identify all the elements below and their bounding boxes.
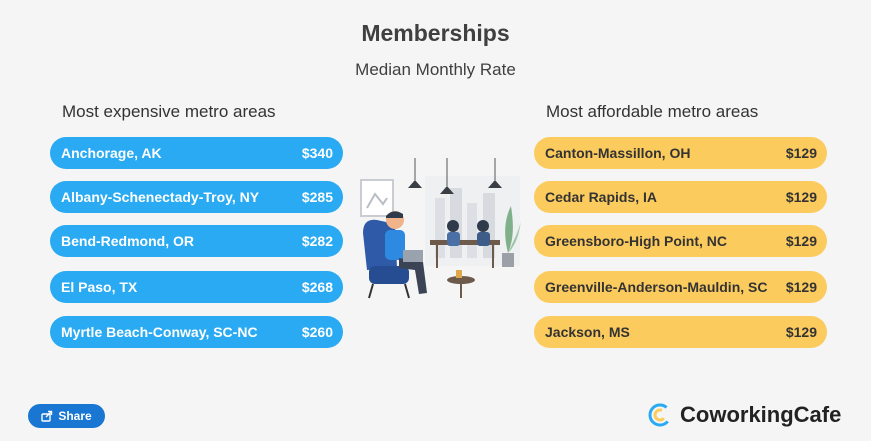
metro-row: Canton-Massillon, OH $129 (534, 137, 827, 169)
chart-subtitle: Median Monthly Rate (355, 60, 516, 79)
metro-name: Greensboro-High Point, NC (545, 233, 727, 249)
metro-row: Jackson, MS $129 (534, 316, 827, 348)
share-label: Share (58, 409, 92, 423)
share-icon (41, 410, 53, 422)
metro-rate: $340 (301, 145, 333, 161)
brand: CoworkingCafe (648, 402, 841, 428)
metro-name: Jackson, MS (545, 324, 630, 340)
metro-rate: $129 (785, 279, 817, 295)
metro-row: Anchorage, AK $340 (50, 137, 343, 169)
affordable-heading: Most affordable metro areas (546, 102, 759, 121)
metro-name: Albany-Schenectady-Troy, NY (61, 189, 260, 205)
brand-name: CoworkingCafe (680, 402, 842, 427)
metro-name: Canton-Massillon, OH (545, 145, 691, 161)
metro-name: Cedar Rapids, IA (545, 189, 658, 205)
share-button[interactable]: Share (28, 404, 105, 428)
metro-row: Greensboro-High Point, NC $129 (534, 225, 827, 257)
metro-rate: $285 (301, 189, 333, 205)
metro-rate: $268 (301, 279, 333, 295)
metro-row: Albany-Schenectady-Troy, NY $285 (50, 181, 343, 213)
metro-name: Anchorage, AK (61, 145, 162, 161)
metro-name: Myrtle Beach-Conway, SC-NC (61, 324, 258, 340)
chart-title: Memberships (361, 20, 510, 46)
metro-name: Bend-Redmond, OR (61, 233, 194, 249)
metro-row: Myrtle Beach-Conway, SC-NC $260 (50, 316, 343, 348)
metro-row: El Paso, TX $268 (50, 271, 343, 303)
metro-rate: $129 (785, 189, 817, 205)
metro-name: Greenville-Anderson-Mauldin, SC (545, 279, 768, 295)
metro-row: Greenville-Anderson-Mauldin, SC $129 (534, 271, 827, 303)
metro-rate: $129 (785, 324, 817, 340)
coworkingcafe-logo-icon (648, 403, 672, 427)
metro-rate: $129 (785, 233, 817, 249)
coworking-illustration (355, 158, 525, 303)
expensive-heading: Most expensive metro areas (62, 102, 276, 121)
metro-rate: $260 (301, 324, 333, 340)
metro-name: El Paso, TX (61, 279, 138, 295)
metro-row: Cedar Rapids, IA $129 (534, 181, 827, 213)
metro-rate: $282 (301, 233, 333, 249)
metro-rate: $129 (785, 145, 817, 161)
metro-row: Bend-Redmond, OR $282 (50, 225, 343, 257)
